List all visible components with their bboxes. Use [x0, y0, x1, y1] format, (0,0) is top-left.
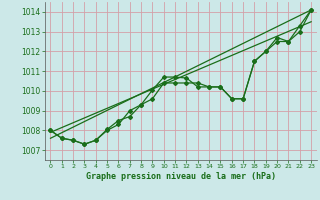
- X-axis label: Graphe pression niveau de la mer (hPa): Graphe pression niveau de la mer (hPa): [86, 172, 276, 181]
